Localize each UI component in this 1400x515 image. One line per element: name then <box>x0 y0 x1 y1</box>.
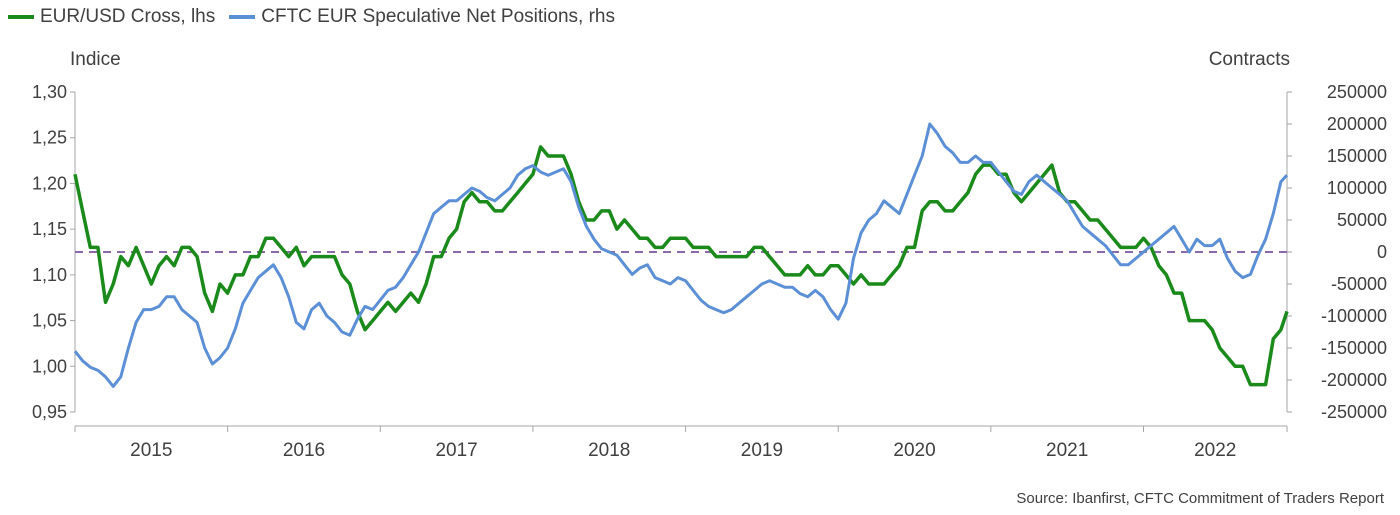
left-axis-tick-label: 1,00 <box>32 356 67 376</box>
legend-item-eurusd: EUR/USD Cross, lhs <box>8 6 215 28</box>
legend-label-eurusd: EUR/USD Cross, lhs <box>40 6 216 27</box>
right-axis-tick-label: -50000 <box>1331 274 1387 294</box>
legend: EUR/USD Cross, lhs CFTC EUR Speculative … <box>8 6 629 28</box>
left-axis-tick-label: 1,25 <box>32 128 67 148</box>
left-axis-title: Indice <box>70 49 121 70</box>
x-axis-tick-label: 2018 <box>588 440 630 461</box>
x-axis-tick-label: 2020 <box>893 440 935 461</box>
right-axis-tick-label: -200000 <box>1321 370 1387 390</box>
series-line-cftc <box>73 122 1289 388</box>
x-axis-tick-label: 2022 <box>1194 440 1236 461</box>
x-axis-tick-label: 2016 <box>283 440 325 461</box>
left-axis-tick-label: 0,95 <box>32 402 67 422</box>
right-axis-tick-label: -100000 <box>1321 306 1387 326</box>
right-axis-tick-label: 0 <box>1377 242 1387 262</box>
x-axis-tick-label: 2021 <box>1046 440 1088 461</box>
x-axis-tick-label: 2019 <box>741 440 783 461</box>
series-line-eurusd <box>73 145 1289 387</box>
left-axis-tick-label: 1,15 <box>32 219 67 239</box>
right-axis-tick-label: -250000 <box>1321 402 1387 422</box>
left-axis-tick-label: 1,30 <box>32 82 67 102</box>
legend-label-cftc: CFTC EUR Speculative Net Positions, rhs <box>261 6 615 27</box>
right-axis-tick-label: 150000 <box>1327 146 1387 166</box>
right-axis-tick-label: 50000 <box>1337 210 1387 230</box>
right-axis-tick-label: 100000 <box>1327 178 1387 198</box>
right-axis-tick-label: 200000 <box>1327 114 1387 134</box>
source-note: Source: Ibanfirst, CFTC Commitment of Tr… <box>1016 490 1384 507</box>
legend-swatch-blue <box>229 15 256 19</box>
x-axis-tick-label: 2017 <box>435 440 477 461</box>
legend-swatch-green <box>8 15 34 19</box>
x-axis-tick-label: 2015 <box>130 440 172 461</box>
right-axis-title: Contracts <box>1208 49 1290 70</box>
right-axis-tick-label: 250000 <box>1327 82 1387 102</box>
left-axis-tick-label: 1,05 <box>32 311 67 331</box>
left-axis-tick-label: 1,20 <box>32 173 67 193</box>
left-axis-tick-label: 1,10 <box>32 265 67 285</box>
legend-item-cftc: CFTC EUR Speculative Net Positions, rhs <box>229 6 615 28</box>
right-axis-tick-label: -150000 <box>1321 338 1387 358</box>
